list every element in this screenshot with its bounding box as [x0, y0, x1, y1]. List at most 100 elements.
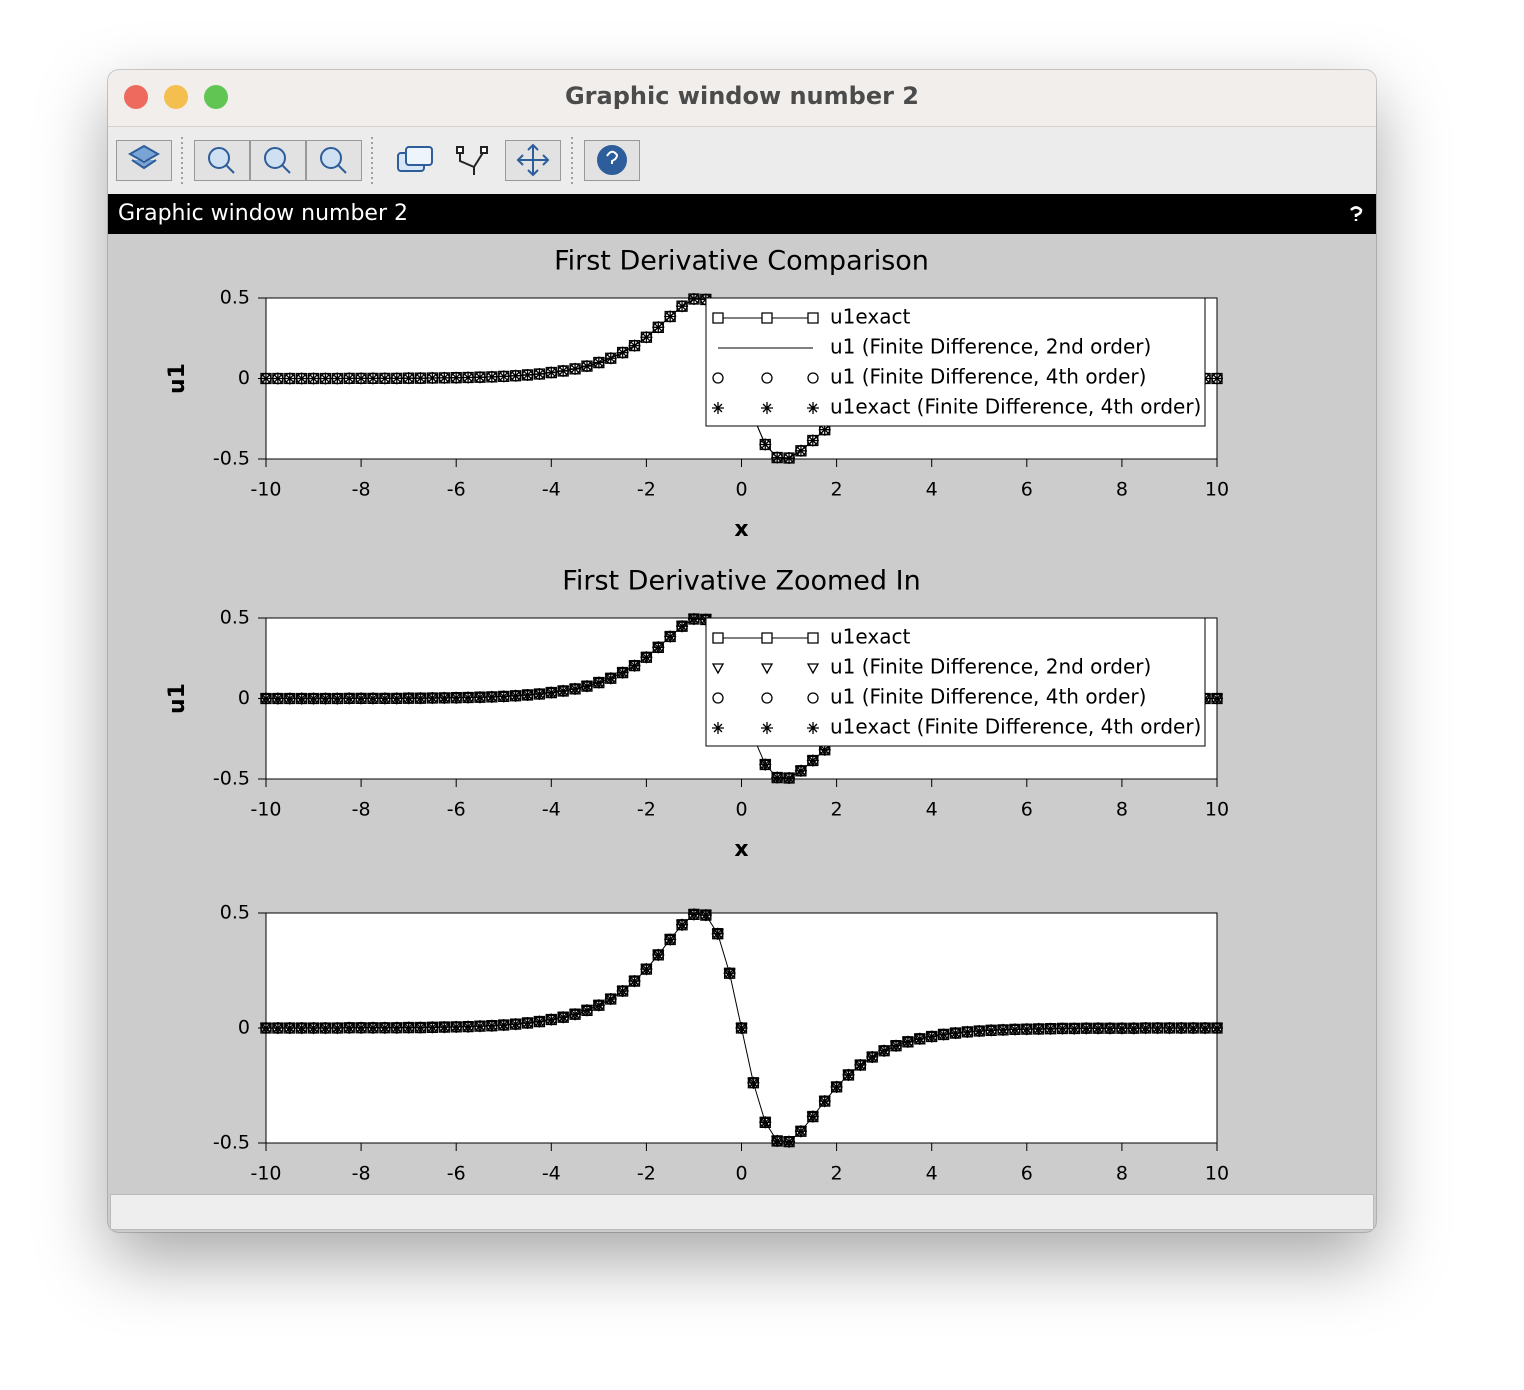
x-tick-label: -8: [352, 799, 371, 821]
data-marker: [1104, 1022, 1117, 1035]
minimize-button[interactable]: [164, 85, 188, 109]
figure-header: Graphic window number 2: [108, 194, 1376, 234]
data-marker: [402, 372, 415, 385]
data-marker: [913, 1032, 926, 1045]
data-marker: [592, 356, 605, 369]
data-marker: [414, 692, 427, 705]
data-marker: [664, 630, 677, 643]
data-marker: [331, 1022, 344, 1034]
data-marker: [783, 772, 796, 785]
x-tick-label: 2: [831, 799, 843, 821]
data-marker: [402, 1021, 415, 1034]
x-tick-label: -8: [352, 479, 371, 501]
x-tick-label: -4: [542, 1163, 561, 1185]
y-axis-label: u1: [165, 363, 190, 394]
y-tick-label: -0.5: [213, 768, 250, 790]
data-marker: [331, 692, 344, 705]
data-marker: [794, 1125, 807, 1138]
x-tick-label: -6: [447, 1163, 466, 1185]
data-marker: [604, 993, 617, 1006]
data-marker: [438, 371, 451, 384]
data-marker: [319, 372, 332, 385]
data-marker: [402, 692, 415, 705]
data-marker: [497, 1019, 510, 1032]
dock-icon[interactable]: [1348, 206, 1364, 222]
data-marker: [794, 444, 807, 457]
toolbar: [108, 127, 1376, 194]
data-marker: [711, 927, 724, 940]
data-marker: [676, 620, 689, 633]
x-tick-label: -6: [447, 799, 466, 821]
data-marker: [628, 975, 641, 988]
data-marker: [723, 967, 736, 980]
data-marker: [699, 909, 712, 922]
data-marker: [485, 370, 498, 383]
data-marker: [1151, 1022, 1164, 1034]
data-marker: [355, 1021, 368, 1034]
legend-label: u1exact: [830, 625, 910, 649]
data-marker: [866, 1050, 879, 1063]
chart-title: First Derivative Zoomed In: [562, 566, 920, 597]
data-marker: [521, 368, 534, 381]
data-marker: [307, 372, 320, 385]
x-tick-label: 0: [735, 1163, 747, 1185]
x-tick-label: 4: [926, 1163, 938, 1185]
zoom-button[interactable]: [204, 85, 228, 109]
data-marker: [260, 1022, 272, 1034]
legend-symbol: [760, 663, 774, 675]
data-marker: [497, 370, 510, 383]
data-marker: [319, 692, 332, 705]
data-marker: [1032, 1022, 1045, 1035]
plot-area: First Derivative Comparison -10 -8 -6 -4 -2 0 2…: [165, 246, 1229, 1185]
chart-title: First Derivative Comparison: [554, 246, 929, 277]
y-tick-label: 0.5: [220, 902, 250, 924]
legend-symbol: [807, 632, 819, 644]
data-marker: [414, 1021, 427, 1034]
data-marker: [1199, 1022, 1212, 1034]
data-marker: [854, 1059, 867, 1072]
data-marker: [295, 692, 308, 705]
data-marker: [925, 1030, 938, 1043]
data-marker: [450, 691, 463, 704]
data-marker: [878, 1044, 891, 1057]
close-button[interactable]: [124, 85, 148, 109]
data-marker: [997, 1023, 1010, 1036]
legend-symbol: [807, 312, 819, 324]
data-marker: [450, 1020, 463, 1033]
data-marker: [687, 292, 700, 305]
data-marker: [794, 764, 807, 777]
legend-symbol: [712, 402, 724, 414]
figure-title: Graphic window number 2: [118, 201, 408, 226]
data-marker: [1092, 1022, 1105, 1035]
legend-label: u1 (Finite Difference, 2nd order): [830, 335, 1151, 359]
data-marker: [462, 1020, 475, 1033]
data-marker: [806, 434, 819, 447]
x-tick-label: 0: [735, 479, 747, 501]
data-marker: [759, 758, 772, 771]
data-marker: [580, 680, 593, 693]
data-marker: [283, 372, 296, 385]
x-tick-label: 10: [1205, 479, 1229, 501]
data-marker: [390, 1021, 403, 1034]
data-marker: [664, 310, 677, 323]
data-marker: [509, 689, 522, 702]
tool-button[interactable]: [250, 140, 306, 181]
data-marker: [759, 1116, 772, 1129]
data-marker: [545, 686, 558, 699]
data-marker: [592, 999, 605, 1012]
legend-symbol: [712, 312, 724, 324]
data-marker: [509, 1018, 522, 1031]
data-marker: [283, 1022, 296, 1034]
x-tick-label: 0: [735, 799, 747, 821]
data-marker: [973, 1024, 986, 1037]
data-marker: [1056, 1022, 1069, 1035]
x-tick-label: 8: [1116, 799, 1128, 821]
data-marker: [1020, 1023, 1033, 1036]
data-marker: [271, 692, 284, 705]
x-tick-label: -6: [447, 479, 466, 501]
data-marker: [414, 372, 427, 385]
data-marker: [473, 691, 486, 704]
data-marker: [1187, 1022, 1200, 1034]
data-marker: [260, 372, 272, 385]
data-marker: [949, 1027, 962, 1040]
